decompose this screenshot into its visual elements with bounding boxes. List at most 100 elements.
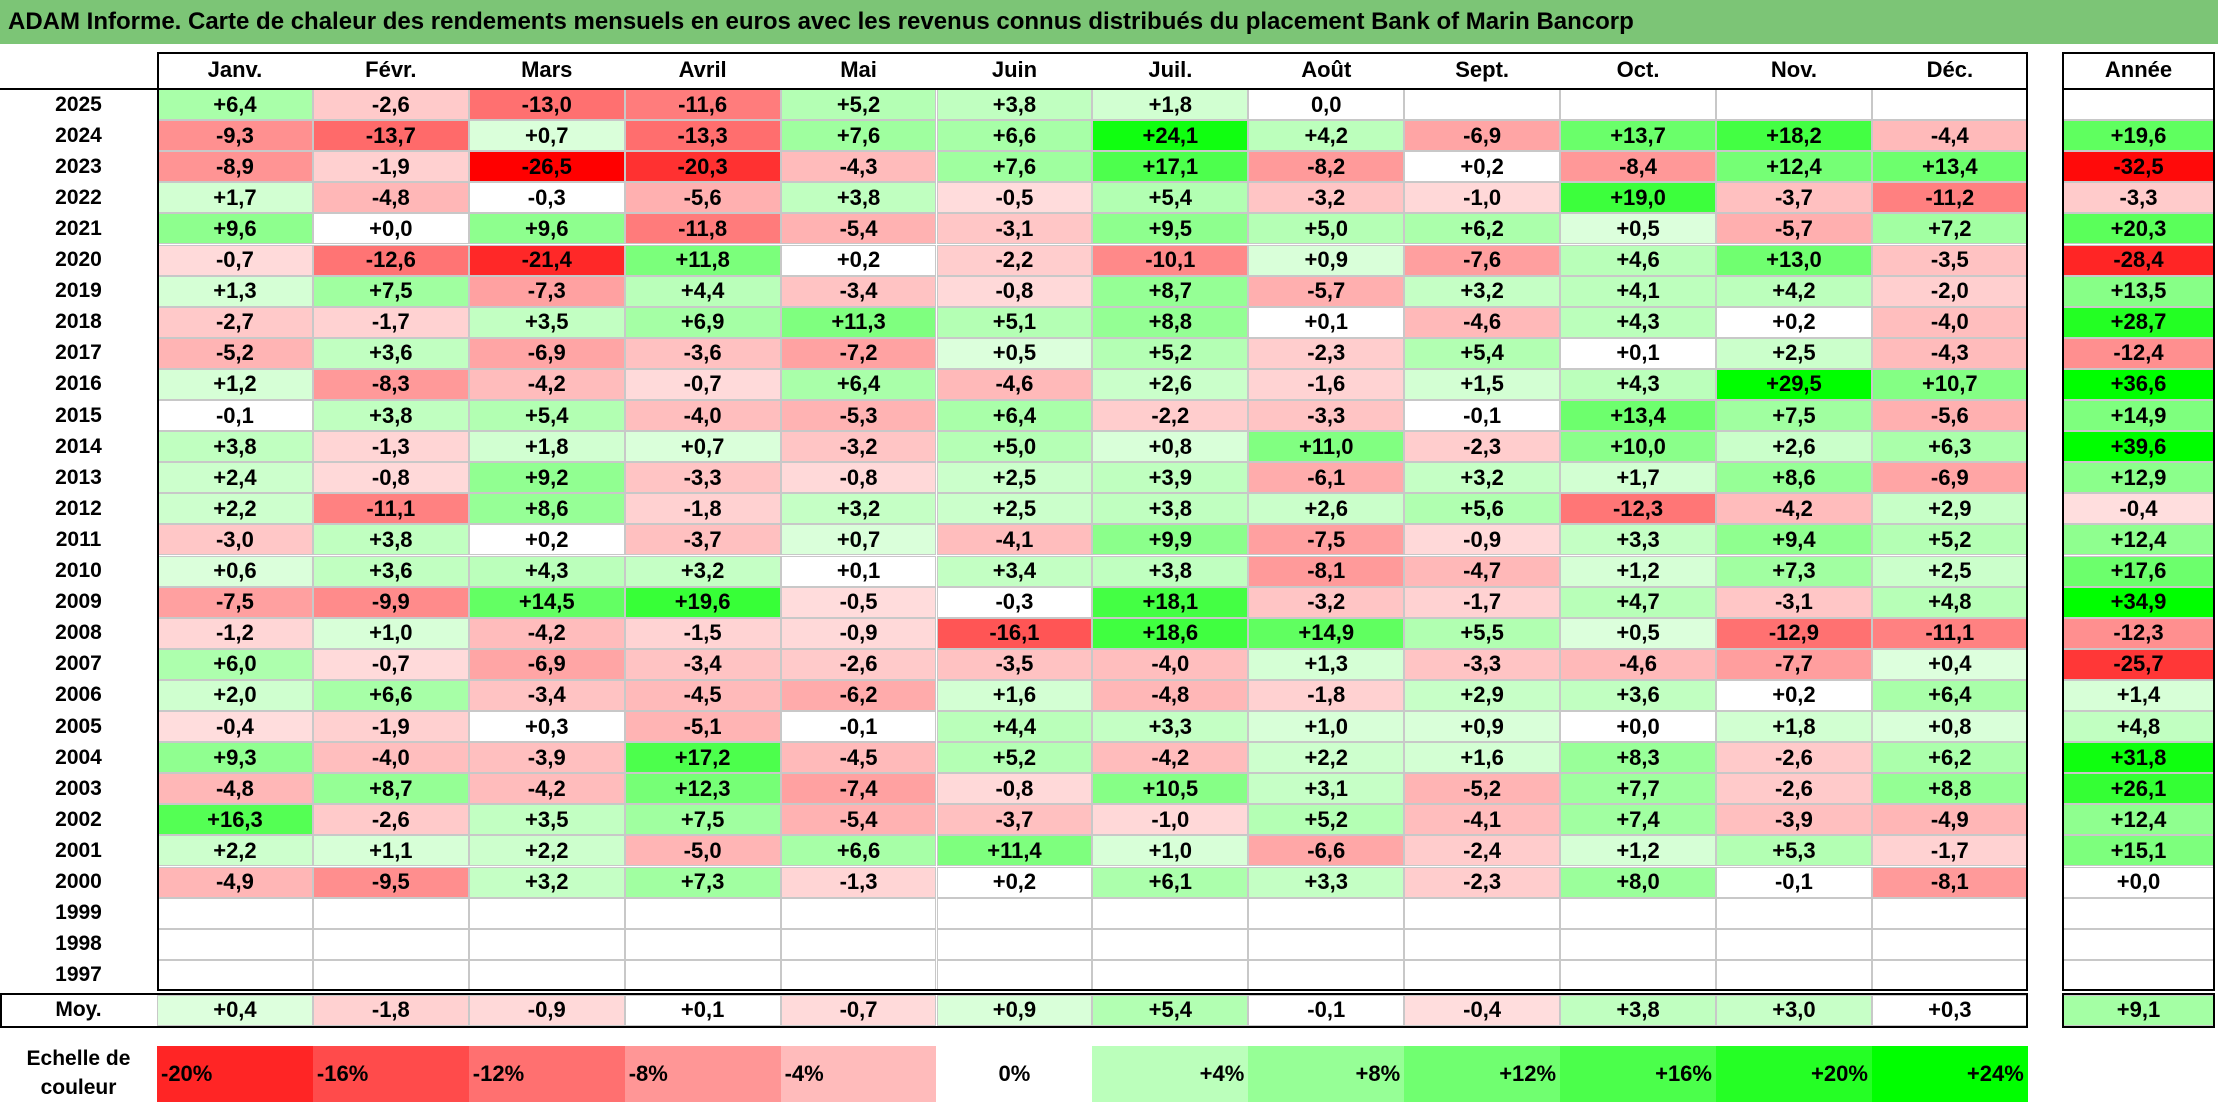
heatmap-cell — [157, 897, 313, 929]
heatmap-cell: -4,2 — [468, 773, 625, 805]
annual-cell: -12,3 — [2062, 617, 2215, 649]
month-header: Mars — [521, 57, 573, 82]
heatmap-cell — [1404, 928, 1561, 960]
heatmap-cell: -4,9 — [1871, 804, 2028, 836]
heatmap-cell — [1248, 959, 1405, 991]
heatmap-cell — [1404, 897, 1561, 929]
heatmap-cell: +4,2 — [1716, 275, 1872, 307]
heatmap-cell: -8,4 — [1560, 151, 1716, 183]
annual-cell: +34,9 — [2062, 586, 2215, 618]
heatmap-cell: +3,9 — [1092, 462, 1249, 494]
heatmap-cell — [936, 928, 1093, 960]
heatmap-cell: +0,2 — [1716, 306, 1872, 338]
heatmap-cell: -26,5 — [468, 151, 625, 183]
heatmap-cell — [936, 959, 1093, 991]
heatmap-cell — [1092, 928, 1249, 960]
heatmap-cell: +4,3 — [468, 555, 625, 587]
year-label: 1998 — [55, 932, 102, 956]
month-header: Juil. — [1148, 57, 1193, 82]
heatmap-cell: -20,3 — [624, 151, 781, 183]
heatmap-cell: +7,7 — [1560, 773, 1716, 805]
heatmap-cell: +7,4 — [1560, 804, 1716, 836]
annual-cell: +1,4 — [2062, 679, 2215, 711]
annual-cell: +20,3 — [2062, 213, 2215, 245]
heatmap-cell: +4,3 — [1560, 368, 1716, 400]
heatmap-cell: +3,2 — [780, 493, 937, 525]
heatmap-cell — [780, 897, 937, 929]
heatmap-cell: +3,1 — [1248, 773, 1405, 805]
heatmap-cell: +5,2 — [1871, 524, 2028, 556]
heatmap-cell: +1,0 — [312, 617, 469, 649]
heatmap-cell: +1,2 — [1560, 835, 1716, 867]
heatmap-cell: -7,3 — [468, 275, 625, 307]
heatmap-cell: -0,5 — [936, 182, 1093, 214]
heatmap-cell: +0,5 — [1560, 213, 1716, 245]
year-label: 2025 — [55, 92, 102, 116]
color-scale-swatch: +16% — [1560, 1046, 1716, 1102]
heatmap-cell: -4,8 — [1092, 679, 1249, 711]
heatmap-cell: -4,8 — [157, 773, 313, 805]
heatmap-cell: -5,2 — [1404, 773, 1561, 805]
heatmap-cell: -3,4 — [624, 648, 781, 680]
heatmap-cell: -7,2 — [780, 337, 937, 369]
heatmap-cell: -8,1 — [1871, 866, 2028, 898]
heatmap-cell: -5,7 — [1716, 213, 1872, 245]
heatmap-cell: -4,2 — [1092, 742, 1249, 774]
heatmap-cell: +2,2 — [157, 493, 313, 525]
year-label: 2017 — [55, 341, 102, 365]
year-label: 2023 — [55, 154, 102, 178]
heatmap-cell: -1,8 — [624, 493, 781, 525]
heatmap-cell: +10,7 — [1871, 368, 2028, 400]
heatmap-cell — [1716, 959, 1872, 991]
month-header: Déc. — [1926, 57, 1974, 82]
heatmap-cell: -4,7 — [1404, 555, 1561, 587]
heatmap-cell: +8,6 — [468, 493, 625, 525]
heatmap-cell: +5,2 — [780, 89, 937, 121]
annual-cell: +12,4 — [2062, 524, 2215, 556]
heatmap-cell: -4,9 — [157, 866, 313, 898]
heatmap-cell: +12,4 — [1716, 151, 1872, 183]
heatmap-cell: +8,3 — [1560, 742, 1716, 774]
heatmap-cell: +17,2 — [624, 742, 781, 774]
heatmap-cell: -3,6 — [624, 337, 781, 369]
month-header: Janv. — [207, 57, 263, 82]
heatmap-cell: -3,4 — [780, 275, 937, 307]
heatmap-cell — [1716, 897, 1872, 929]
heatmap-cell: -11,1 — [1871, 617, 2028, 649]
heatmap-cell: +3,3 — [1092, 711, 1249, 743]
heatmap-cell: -2,3 — [1404, 431, 1561, 463]
heatmap-cell: +19,6 — [624, 586, 781, 618]
heatmap-cell: -0,5 — [780, 586, 937, 618]
color-scale-swatch: +20% — [1716, 1046, 1872, 1102]
heatmap-cell: +6,4 — [780, 368, 937, 400]
heatmap-cell: -4,2 — [1716, 493, 1872, 525]
heatmap-cell: -4,5 — [780, 742, 937, 774]
heatmap-cell: -2,6 — [780, 648, 937, 680]
heatmap-cell: -11,6 — [624, 89, 781, 121]
heatmap-cell: +2,5 — [1871, 555, 2028, 587]
heatmap-cell: +0,4 — [1871, 648, 2028, 680]
heatmap-cell: +0,7 — [624, 431, 781, 463]
heatmap-cell: -2,0 — [1871, 275, 2028, 307]
heatmap-cell: +3,6 — [312, 337, 469, 369]
heatmap-cell: -3,1 — [936, 213, 1093, 245]
heatmap-cell: -4,1 — [936, 524, 1093, 556]
heatmap-cell: -3,5 — [1871, 244, 2028, 276]
heatmap-cell: -1,6 — [1248, 368, 1405, 400]
heatmap-cell — [1092, 897, 1249, 929]
heatmap-cell: +7,6 — [936, 151, 1093, 183]
heatmap-cell: -4,0 — [1871, 306, 2028, 338]
heatmap-cell: +13,0 — [1716, 244, 1872, 276]
year-label: 2016 — [55, 372, 102, 396]
month-header: Avril — [678, 57, 727, 82]
heatmap-cell: +6,6 — [780, 835, 937, 867]
year-label: 1997 — [55, 963, 102, 987]
heatmap-cell: -3,2 — [1248, 586, 1405, 618]
heatmap-cell: +4,3 — [1560, 306, 1716, 338]
heatmap-cell: -2,6 — [1716, 742, 1872, 774]
heatmap-cell: +7,3 — [1716, 555, 1872, 587]
heatmap-cell: +2,6 — [1716, 431, 1872, 463]
heatmap-cell: +2,0 — [157, 679, 313, 711]
heatmap-cell — [468, 959, 625, 991]
heatmap-cell: +24,1 — [1092, 120, 1249, 152]
